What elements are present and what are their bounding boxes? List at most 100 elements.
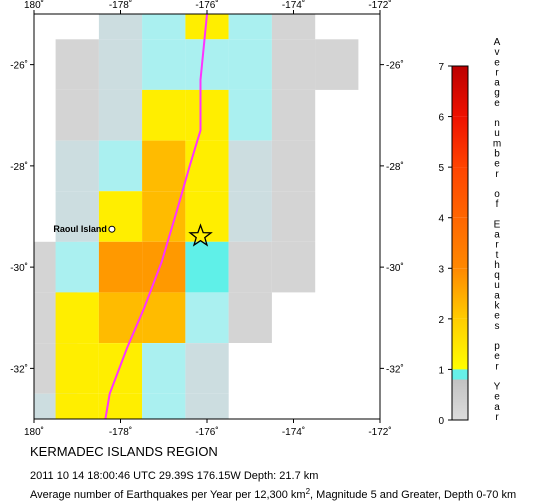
colorbar-segment <box>452 369 468 420</box>
colorbar-tick-label: 0 <box>438 416 444 427</box>
grid-cell <box>55 140 99 192</box>
grid-cell <box>271 89 316 141</box>
colorbar-title-char: u <box>494 128 500 139</box>
colorbar-title-char: r <box>495 67 499 78</box>
x-tick-label-top: -174˚ <box>282 0 305 11</box>
grid-cell <box>98 89 143 141</box>
colorbar-segment <box>452 268 468 319</box>
colorbar-title-char: q <box>494 270 500 281</box>
x-tick-label-top: 180˚ <box>24 0 44 11</box>
grid-cell <box>315 39 359 90</box>
y-tick-label-left: -28˚ <box>10 161 28 173</box>
grid-cell <box>271 14 316 40</box>
grid-cell <box>185 292 229 343</box>
grid-cell <box>55 343 99 394</box>
y-tick-label-right: -30˚ <box>386 262 404 274</box>
x-tick-label-top: -178˚ <box>109 0 132 11</box>
island-dot <box>108 225 116 233</box>
colorbar-title-char: r <box>495 240 499 251</box>
colorbar-segment <box>452 318 468 370</box>
grid-cell <box>142 89 186 141</box>
colorbar-title-char: o <box>494 189 500 200</box>
grid-cell <box>185 89 229 141</box>
grid-cell <box>142 343 186 394</box>
caption-suffix: , Magnitude 5 and Greater, Depth 0-70 km <box>310 489 516 501</box>
colorbar-tick-label: 3 <box>438 264 444 275</box>
colorbar-title-char: a <box>494 78 500 89</box>
colorbar-segment <box>452 66 468 117</box>
grid-cell <box>185 140 229 192</box>
colorbar-title-char: p <box>494 341 500 352</box>
grid-cell <box>185 39 229 90</box>
colorbar-title-char: e <box>494 159 500 170</box>
raoul-island-label: Raoul Island <box>53 224 107 234</box>
colorbar: 0 1 2 3 4 5 6 7 <box>438 62 469 427</box>
colorbar-title-char: g <box>494 88 500 99</box>
region-title: KERMADEC ISLANDS REGION <box>30 444 218 459</box>
colorbar-title-char: t <box>496 250 499 261</box>
grid-cell <box>228 89 272 141</box>
grid-cell <box>98 343 143 394</box>
colorbar-segment <box>452 167 468 218</box>
grid-cell <box>228 191 272 242</box>
grid-cell <box>55 39 99 90</box>
colorbar-title-char: s <box>495 321 500 332</box>
y-tick-label-left: -26˚ <box>10 60 28 72</box>
grid-cell <box>185 241 229 293</box>
x-tick-label-bottom: -176˚ <box>195 426 218 438</box>
colorbar-title-char: Y <box>494 382 501 393</box>
grid-cell <box>98 292 143 343</box>
colorbar-cyan-band <box>452 369 468 380</box>
colorbar-title-char: e <box>494 392 500 403</box>
seismicity-grid-cells <box>34 14 359 419</box>
colorbar-tick-label: 6 <box>438 113 444 124</box>
colorbar-title-char: u <box>494 280 500 291</box>
grid-cell <box>228 140 272 192</box>
grid-cell <box>98 191 143 242</box>
caption-superscript: 2 <box>306 487 311 496</box>
colorbar-title-char: e <box>494 351 500 362</box>
caption-prefix: Average number of Earthquakes per Year p… <box>30 489 306 501</box>
grid-cell <box>271 39 316 90</box>
y-tick-label-left: -30˚ <box>10 262 28 274</box>
colorbar-title-char: e <box>494 57 500 68</box>
grid-cell <box>98 241 143 293</box>
grid-cell <box>55 89 99 141</box>
x-tick-label-bottom: 180˚ <box>24 426 44 438</box>
grid-cell <box>142 241 186 293</box>
grid-cell <box>55 191 99 242</box>
colorbar-tick-label: 2 <box>438 315 444 326</box>
grid-cell <box>55 292 99 343</box>
x-tick-label-bottom: -178˚ <box>109 426 132 438</box>
grid-cell <box>228 241 272 293</box>
colorbar-tick-label: 5 <box>438 163 444 174</box>
grid-cell <box>98 14 143 40</box>
epicenter-star-icon <box>188 223 213 247</box>
colorbar-title-char: k <box>495 301 501 312</box>
grid-cell <box>55 393 99 419</box>
colorbar-title-char: b <box>494 149 500 160</box>
colorbar-title-char: a <box>494 402 500 413</box>
colorbar-title-char: n <box>494 118 500 129</box>
y-tick-label-right: -32˚ <box>386 363 404 375</box>
grid-cell <box>142 14 186 40</box>
grid-cell <box>98 39 143 90</box>
colorbar-title-char: r <box>495 169 499 180</box>
grid-cell <box>228 14 272 40</box>
grid-cell <box>142 393 186 419</box>
grid-cell <box>142 191 186 242</box>
colorbar-title-char: m <box>493 138 501 149</box>
colorbar-title-char: h <box>494 260 500 271</box>
colorbar-title-char: e <box>494 98 500 109</box>
y-tick-label-right: -28˚ <box>386 161 404 173</box>
grid-cell <box>271 241 316 293</box>
grid-cell <box>271 140 316 192</box>
raoul-island-marker: Raoul Island <box>53 224 116 234</box>
grid-cell <box>98 140 143 192</box>
colorbar-title-char: v <box>495 47 500 58</box>
trench-line <box>104 13 208 420</box>
grid-cell <box>185 393 229 419</box>
colorbar-title-char: A <box>494 37 501 48</box>
